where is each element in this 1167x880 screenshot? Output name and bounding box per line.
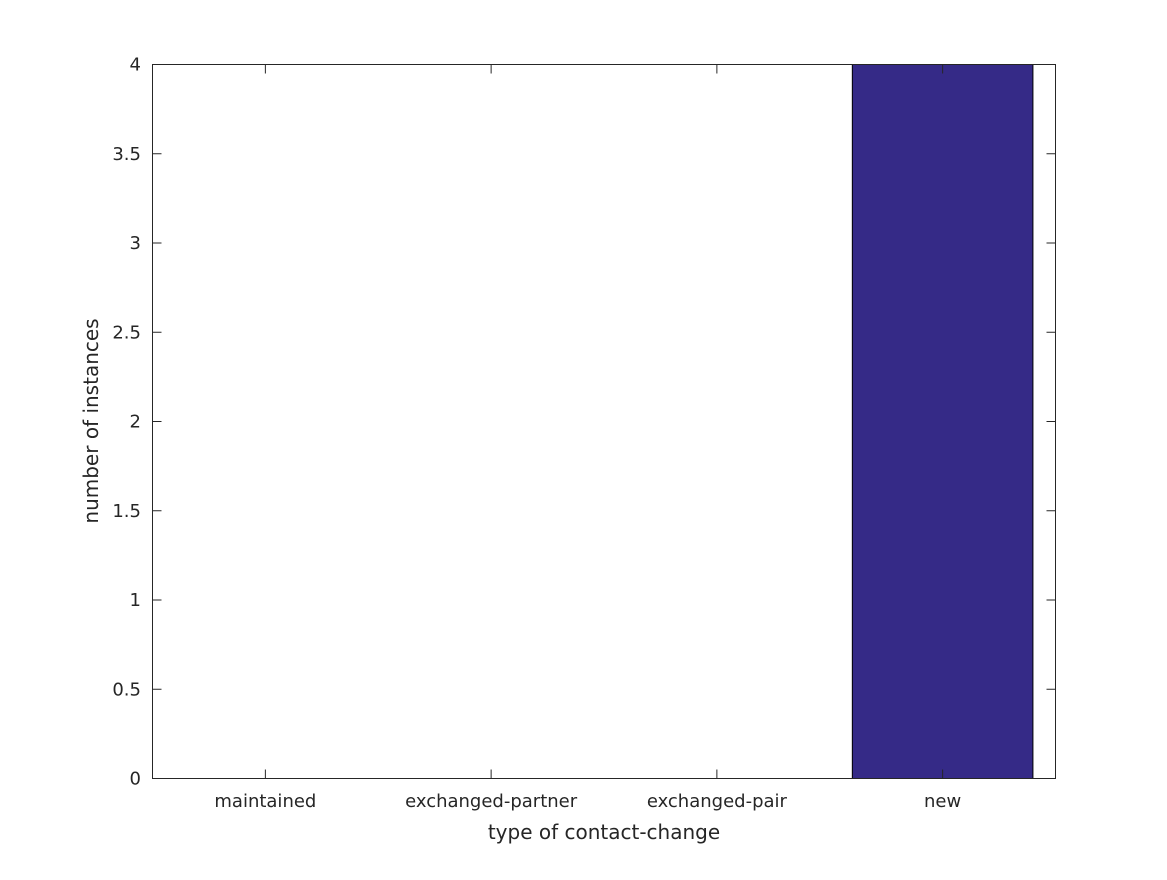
x-tick-label: new	[924, 791, 961, 812]
y-tick-label: 0	[130, 769, 141, 790]
y-tick-label: 0.5	[112, 679, 141, 700]
y-tick-label: 4	[130, 55, 141, 76]
y-tick-label: 2.5	[112, 322, 141, 343]
y-tick-label: 3	[130, 233, 141, 254]
x-axis-label: type of contact-change	[488, 820, 720, 844]
y-tick-label: 1.5	[112, 501, 141, 522]
y-axis-label: number of instances	[79, 318, 103, 523]
y-tick-label: 1	[130, 590, 141, 611]
x-tick-label: exchanged-partner	[405, 791, 578, 812]
bar-new	[851, 64, 1034, 779]
x-tick-label: maintained	[214, 791, 316, 812]
y-tick-label: 3.5	[112, 144, 141, 165]
y-tick-label: 2	[130, 412, 141, 433]
x-tick-label: exchanged-pair	[647, 791, 788, 812]
